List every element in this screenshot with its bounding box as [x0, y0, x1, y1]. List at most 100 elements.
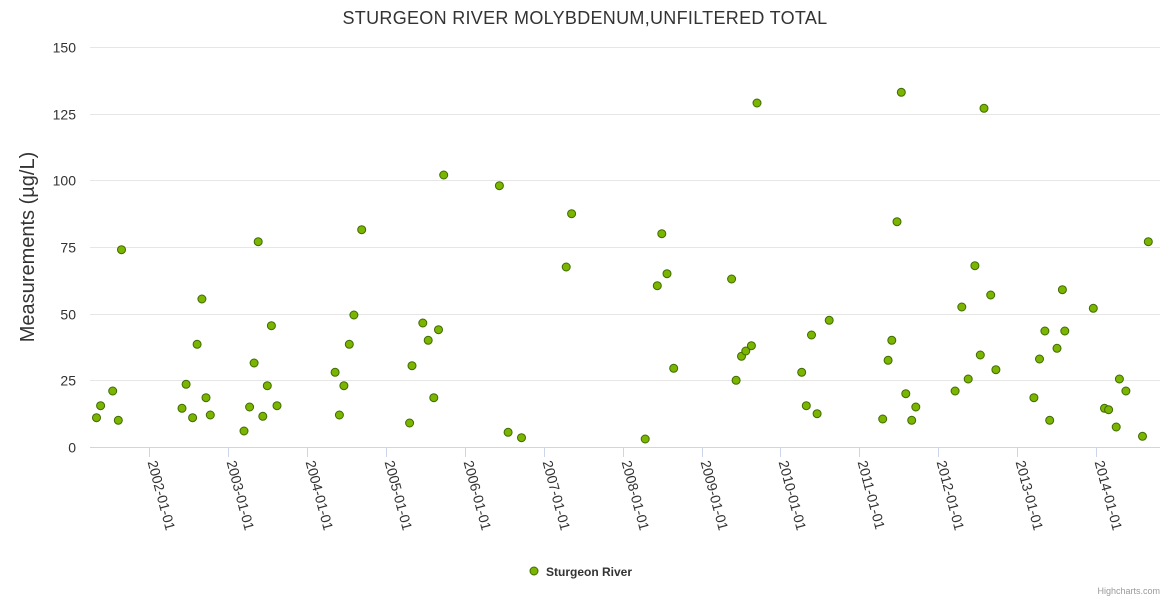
x-tick-label: 2002-01-01: [145, 459, 179, 533]
data-point[interactable]: [1111, 422, 1121, 432]
data-point[interactable]: [991, 365, 1001, 375]
data-point[interactable]: [1052, 343, 1062, 353]
data-point[interactable]: [357, 225, 367, 235]
data-point[interactable]: [177, 403, 187, 413]
data-point[interactable]: [801, 401, 811, 411]
data-points[interactable]: [92, 87, 1153, 444]
data-point[interactable]: [517, 433, 526, 443]
chart-title: STURGEON RIVER MOLYBDENUM,UNFILTERED TOT…: [343, 8, 828, 28]
data-point[interactable]: [986, 290, 996, 300]
data-point[interactable]: [1029, 393, 1039, 403]
data-point[interactable]: [1088, 303, 1098, 313]
data-point[interactable]: [249, 358, 259, 368]
y-axis-labels: 0 25 50 75 100 125 150: [53, 40, 77, 456]
data-point[interactable]: [746, 341, 756, 351]
data-point[interactable]: [1143, 237, 1153, 247]
data-point[interactable]: [963, 374, 973, 384]
data-point[interactable]: [253, 237, 263, 247]
data-point[interactable]: [957, 302, 967, 312]
data-point[interactable]: [950, 386, 960, 396]
data-point[interactable]: [1121, 386, 1131, 396]
data-point[interactable]: [907, 415, 917, 425]
data-point[interactable]: [652, 281, 662, 291]
data-point[interactable]: [339, 381, 349, 391]
legend[interactable]: Sturgeon River: [529, 565, 632, 579]
data-point[interactable]: [896, 87, 906, 97]
data-point[interactable]: [349, 310, 359, 320]
data-point[interactable]: [1057, 285, 1067, 295]
data-point[interactable]: [662, 269, 672, 279]
data-point[interactable]: [567, 209, 577, 219]
data-point[interactable]: [669, 363, 679, 373]
data-point[interactable]: [1114, 374, 1124, 384]
data-point[interactable]: [205, 410, 215, 420]
data-point[interactable]: [92, 413, 101, 423]
data-point[interactable]: [96, 401, 106, 411]
data-point[interactable]: [201, 393, 211, 403]
x-axis: 2002-01-01 2003-01-01 2004-01-01 2005-01-01…: [145, 447, 1126, 532]
data-point[interactable]: [181, 379, 191, 389]
data-point[interactable]: [494, 181, 504, 191]
data-point[interactable]: [1045, 415, 1055, 425]
legend-label[interactable]: Sturgeon River: [546, 565, 632, 579]
data-point[interactable]: [503, 427, 513, 437]
data-point[interactable]: [405, 418, 415, 428]
data-point[interactable]: [883, 355, 893, 365]
data-point[interactable]: [727, 274, 737, 284]
y-tick-label: 0: [68, 440, 76, 456]
data-point[interactable]: [731, 375, 741, 385]
data-point[interactable]: [1040, 326, 1050, 336]
data-point[interactable]: [657, 229, 667, 239]
data-point[interactable]: [407, 361, 417, 371]
data-point[interactable]: [418, 318, 428, 328]
x-tick-label: 2011-01-01: [855, 459, 889, 532]
data-point[interactable]: [892, 217, 902, 227]
data-point[interactable]: [344, 339, 354, 349]
data-point[interactable]: [1035, 354, 1044, 364]
y-tick-label: 25: [60, 373, 76, 389]
data-point[interactable]: [807, 330, 816, 340]
data-point[interactable]: [979, 103, 989, 113]
data-point[interactable]: [797, 367, 807, 377]
credits[interactable]: Highcharts.com: [1097, 586, 1160, 596]
data-point[interactable]: [1138, 431, 1147, 441]
data-point[interactable]: [640, 434, 650, 444]
data-point[interactable]: [334, 410, 344, 420]
data-point[interactable]: [330, 367, 340, 377]
x-tick-label: 2004-01-01: [303, 459, 337, 533]
data-point[interactable]: [1104, 405, 1114, 415]
data-point[interactable]: [878, 414, 888, 424]
data-point[interactable]: [272, 401, 282, 411]
x-tick-label: 2008-01-01: [619, 459, 653, 533]
data-point[interactable]: [197, 294, 207, 304]
data-point[interactable]: [901, 389, 911, 399]
data-point[interactable]: [975, 350, 985, 360]
data-point[interactable]: [887, 335, 897, 345]
data-point[interactable]: [188, 413, 198, 423]
data-point[interactable]: [434, 325, 443, 335]
data-point[interactable]: [108, 386, 118, 396]
x-tick-label: 2009-01-01: [698, 459, 732, 533]
data-point[interactable]: [117, 245, 126, 255]
data-point[interactable]: [429, 393, 439, 403]
data-point[interactable]: [911, 402, 921, 412]
data-point[interactable]: [741, 346, 751, 356]
data-point[interactable]: [192, 339, 202, 349]
data-point[interactable]: [239, 426, 249, 436]
legend-marker: [529, 566, 539, 576]
x-tick-label: 2005-01-01: [382, 459, 416, 533]
x-tick-label: 2010-01-01: [776, 459, 810, 533]
data-point[interactable]: [245, 402, 255, 412]
data-point[interactable]: [262, 381, 272, 391]
data-point[interactable]: [812, 409, 822, 419]
data-point[interactable]: [423, 335, 433, 345]
data-point[interactable]: [1060, 326, 1070, 336]
data-point[interactable]: [970, 261, 980, 271]
data-point[interactable]: [824, 315, 834, 325]
data-point[interactable]: [113, 415, 123, 425]
data-point[interactable]: [258, 411, 268, 421]
data-point[interactable]: [561, 262, 571, 272]
data-point[interactable]: [266, 321, 276, 331]
data-point[interactable]: [439, 170, 449, 180]
data-point[interactable]: [752, 98, 762, 108]
